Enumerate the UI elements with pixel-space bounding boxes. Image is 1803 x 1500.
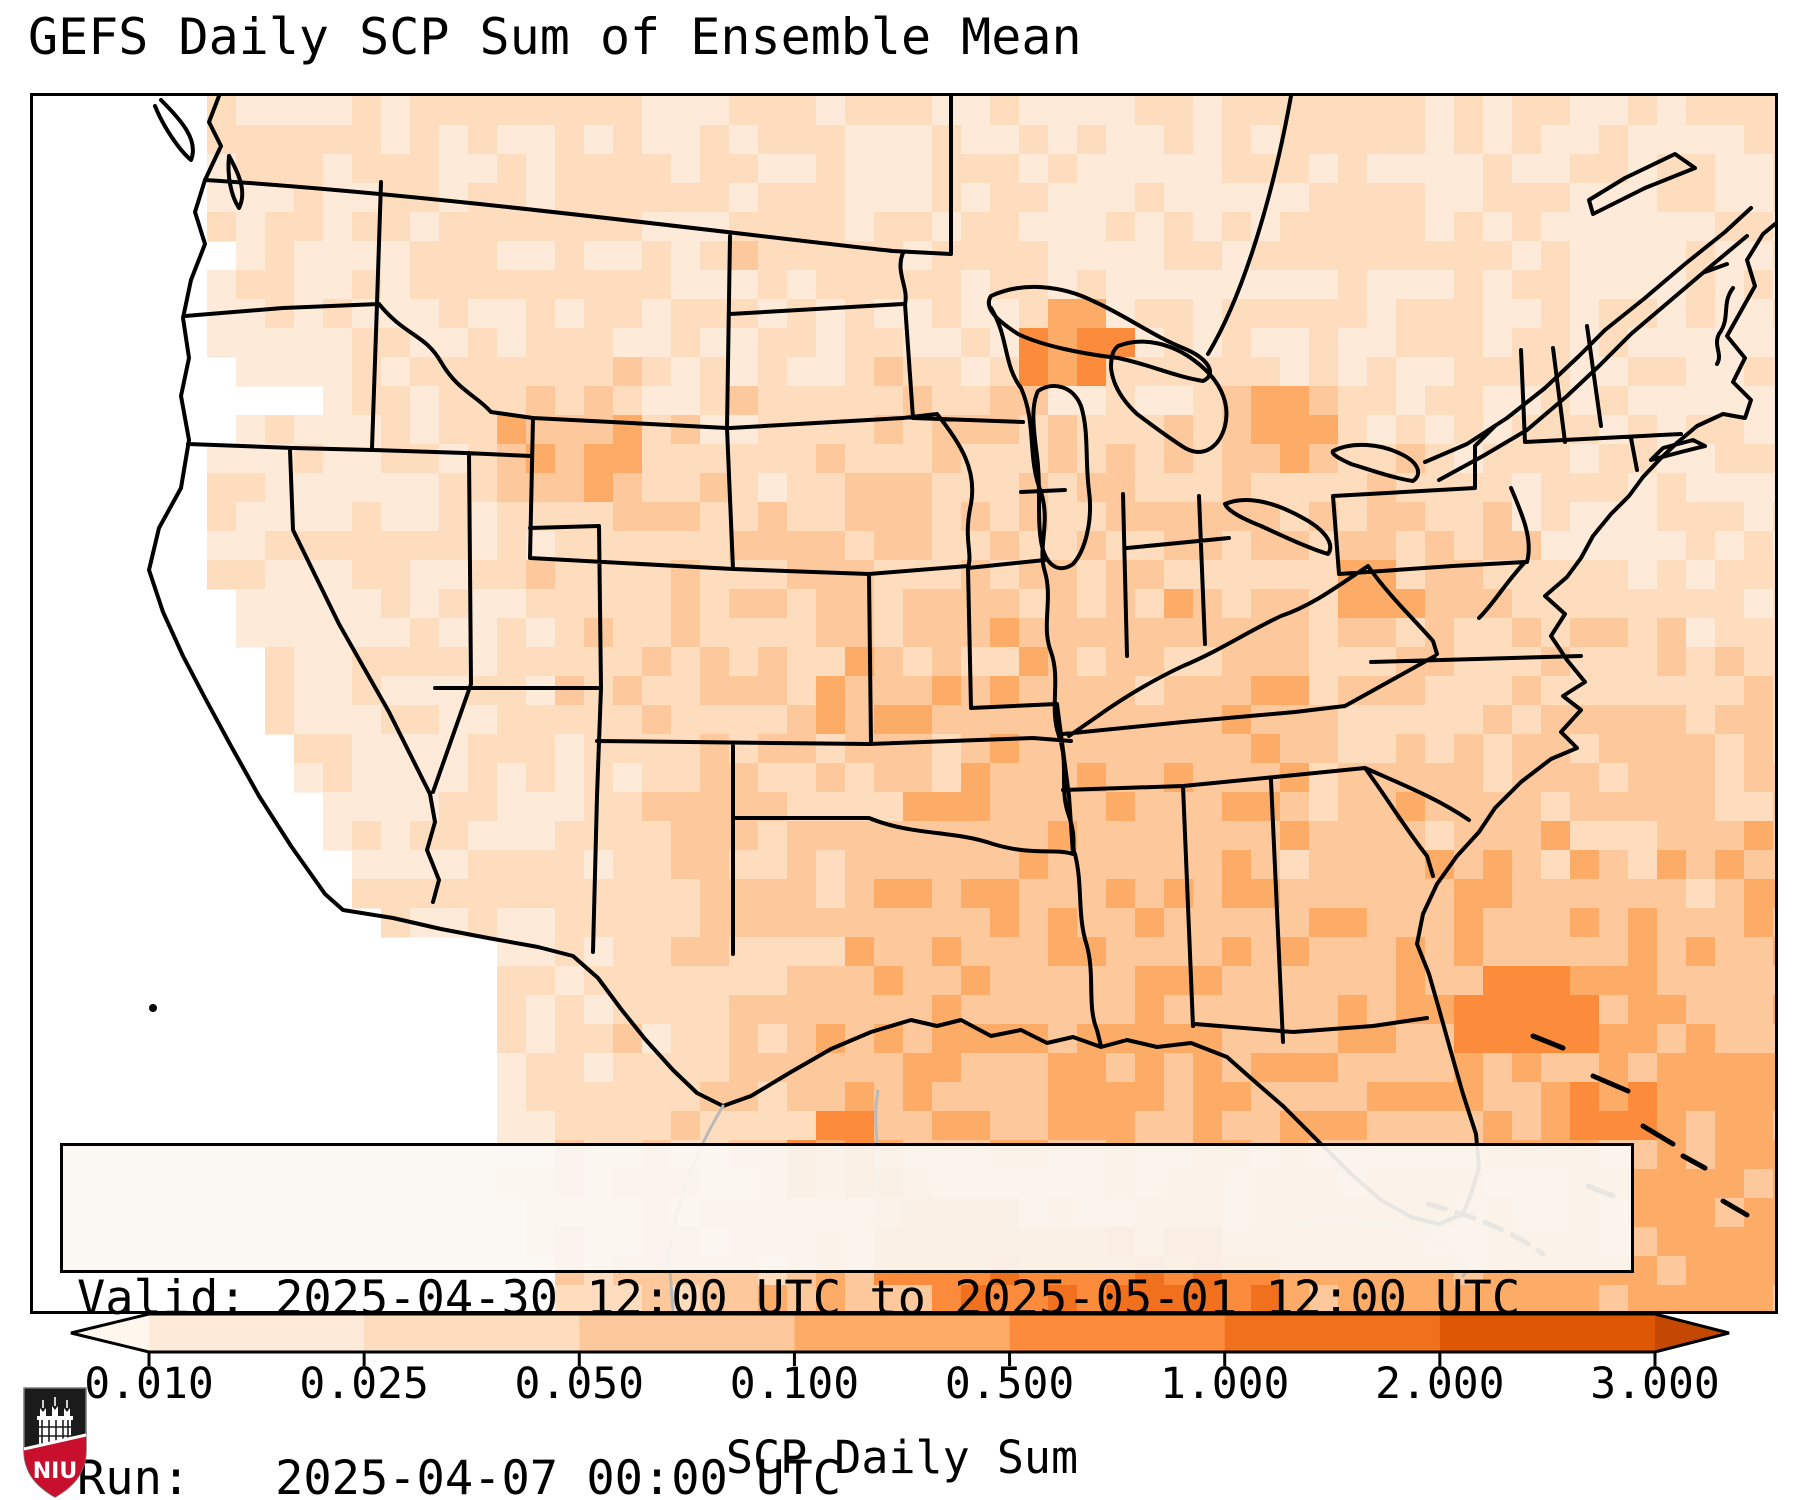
- colorbar-tick-label: 0.100: [729, 1359, 860, 1409]
- valid-time-text: Valid: 2025-04-30 12:00 UTC to 2025-05-0…: [77, 1271, 1521, 1326]
- colorbar-svg: [70, 1312, 1730, 1366]
- niu-logo: NIU: [23, 1387, 87, 1498]
- page-title: GEFS Daily SCP Sum of Ensemble Mean: [28, 8, 1082, 66]
- timestamp-box: Valid: 2025-04-30 12:00 UTC to 2025-05-0…: [60, 1143, 1634, 1500]
- colorbar-tick-label: 0.050: [514, 1359, 645, 1409]
- colorbar-tick-label: 1.000: [1159, 1359, 1290, 1409]
- us-map: [147, 96, 1775, 1311]
- colorbar-tick-label: 0.025: [299, 1359, 429, 1409]
- niu-logo-text: NIU: [33, 1459, 77, 1484]
- colorbar-tick-label: 2.000: [1375, 1359, 1505, 1409]
- colorbar-tick-label: 0.500: [944, 1359, 1075, 1409]
- colorbar-tick-labels: 0.010 0.025 0.050 0.100 0.500 1.000 2.000 3.000: [0, 1360, 1803, 1412]
- scp-heatmap-cells: [207, 96, 1775, 1311]
- colorbar: [0, 1308, 1803, 1374]
- colorbar-tick-label: 3.000: [1590, 1359, 1720, 1409]
- coastline-borders: [147, 96, 1775, 1226]
- state-borders: [183, 180, 1707, 1048]
- run-time-text: Run: 2025-04-07 00:00 UTC: [77, 1451, 842, 1500]
- map-canvas: [30, 93, 1778, 1314]
- great-lakes-outlines: [987, 285, 1421, 571]
- colorbar-axis-label: SCP Daily Sum: [725, 1431, 1079, 1484]
- niu-band-divider: [23, 1433, 87, 1451]
- niu-red-band: [24, 1436, 86, 1497]
- colorbar-tick-label: 0.010: [84, 1359, 214, 1409]
